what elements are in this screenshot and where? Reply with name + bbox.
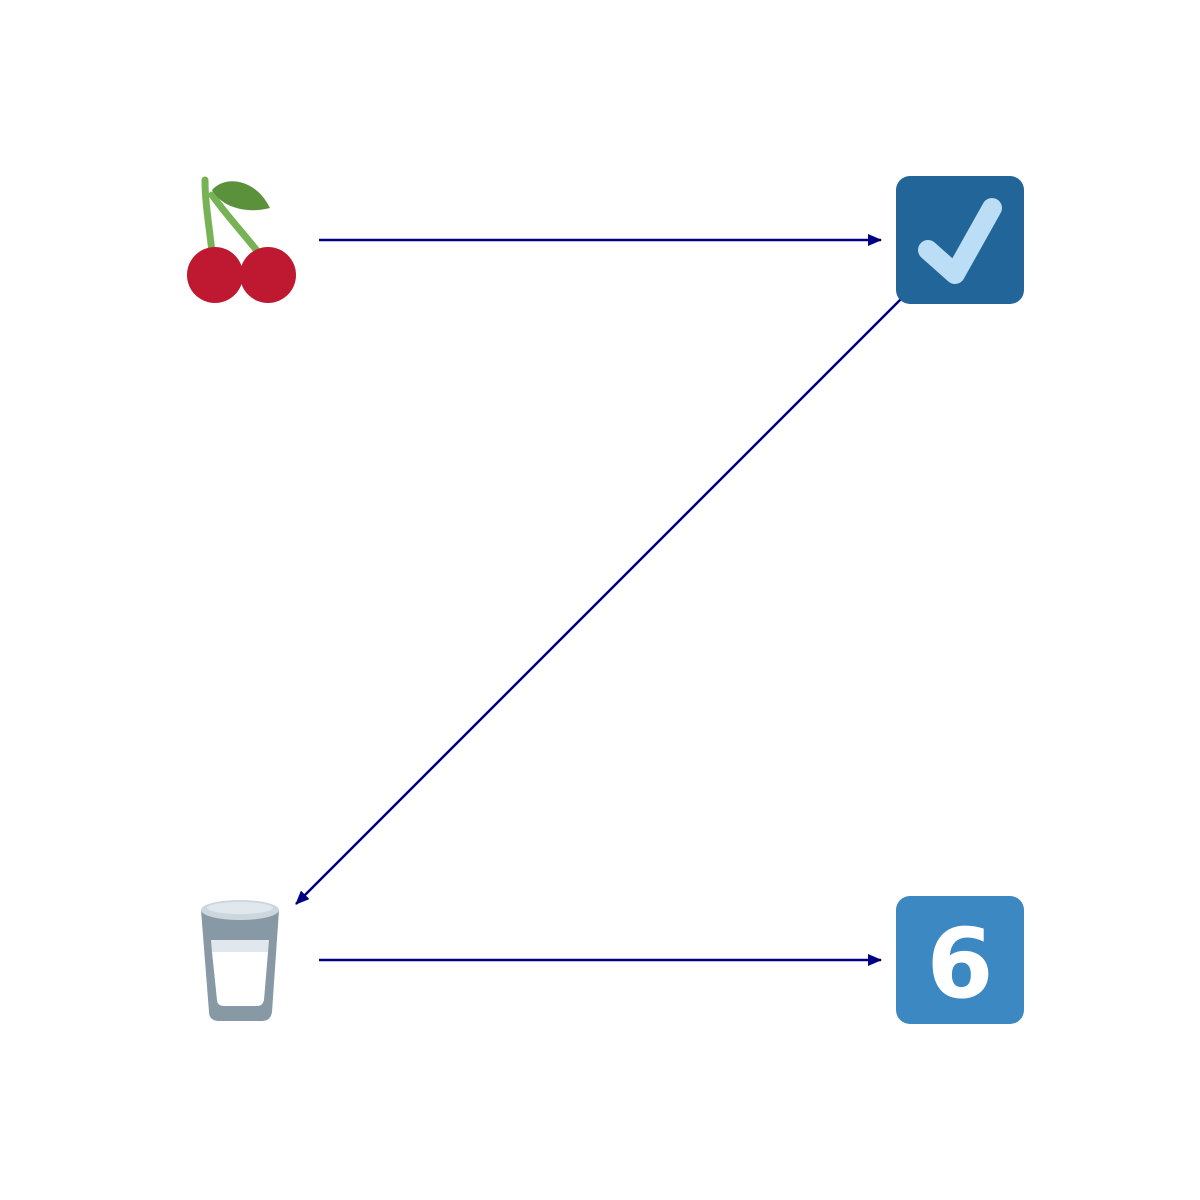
keycap-six-icon: 6	[896, 896, 1024, 1024]
check-mark-button-icon	[896, 176, 1024, 304]
keycap-six-label: 6	[927, 908, 994, 1020]
edges	[295, 234, 902, 966]
glass-of-milk-icon	[201, 900, 279, 1021]
cherries-icon	[187, 176, 296, 303]
edge-check-to-milk	[295, 298, 902, 905]
